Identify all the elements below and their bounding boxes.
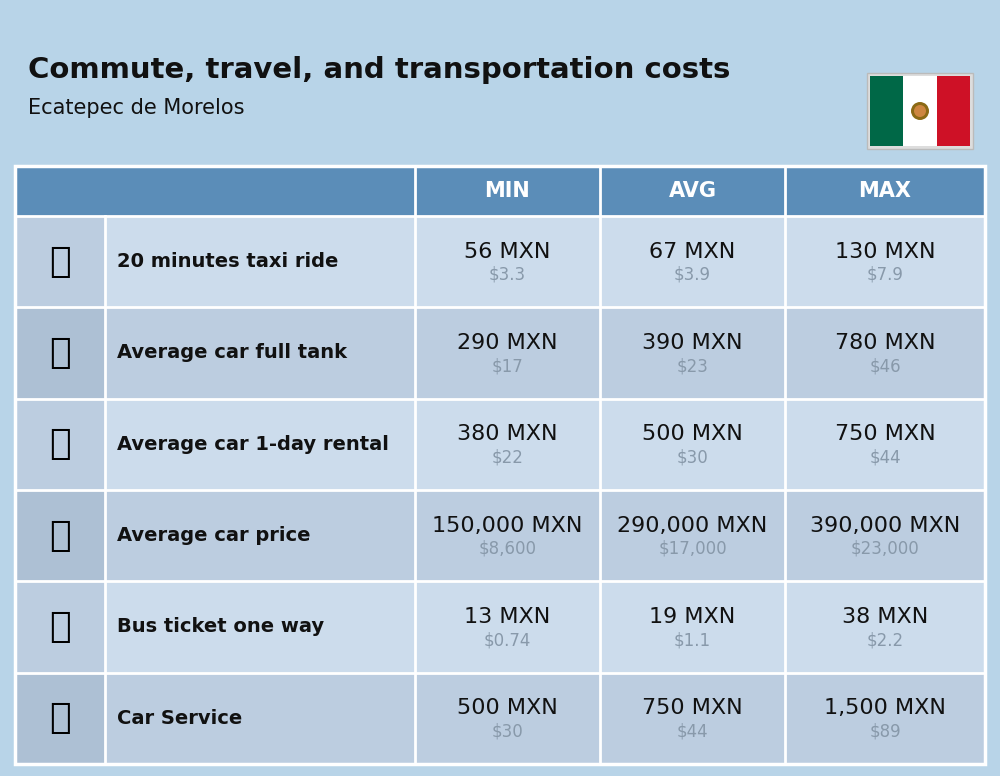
Circle shape bbox=[914, 105, 926, 117]
Text: 20 minutes taxi ride: 20 minutes taxi ride bbox=[117, 252, 338, 271]
Text: 500 MXN: 500 MXN bbox=[642, 424, 743, 445]
Text: 750 MXN: 750 MXN bbox=[835, 424, 935, 445]
Text: 390 MXN: 390 MXN bbox=[642, 333, 743, 353]
Text: 🚕: 🚕 bbox=[49, 244, 71, 279]
Bar bbox=[15, 307, 985, 399]
Text: 290,000 MXN: 290,000 MXN bbox=[617, 516, 768, 535]
Text: Average car price: Average car price bbox=[117, 526, 310, 546]
Text: $8,600: $8,600 bbox=[479, 539, 536, 558]
Bar bbox=[15, 673, 985, 764]
Text: $17: $17 bbox=[492, 357, 523, 375]
Text: $17,000: $17,000 bbox=[658, 539, 727, 558]
Bar bbox=[15, 166, 985, 216]
Bar bbox=[15, 166, 985, 764]
Text: 13 MXN: 13 MXN bbox=[464, 607, 551, 627]
Text: Commute, travel, and transportation costs: Commute, travel, and transportation cost… bbox=[28, 56, 730, 84]
Text: $1.1: $1.1 bbox=[674, 631, 711, 649]
Text: 56 MXN: 56 MXN bbox=[464, 241, 551, 262]
Text: 🚗: 🚗 bbox=[49, 518, 71, 553]
Bar bbox=[15, 490, 985, 581]
Text: 1,500 MXN: 1,500 MXN bbox=[824, 698, 946, 719]
Text: Car Service: Car Service bbox=[117, 708, 242, 728]
Text: Average car full tank: Average car full tank bbox=[117, 344, 347, 362]
Bar bbox=[15, 399, 985, 490]
Bar bbox=[15, 216, 985, 307]
Text: 🚙: 🚙 bbox=[49, 428, 71, 462]
Text: 67 MXN: 67 MXN bbox=[649, 241, 736, 262]
Text: $30: $30 bbox=[492, 722, 523, 740]
Text: $0.74: $0.74 bbox=[484, 631, 531, 649]
Bar bbox=[15, 399, 105, 490]
Text: $3.9: $3.9 bbox=[674, 265, 711, 284]
Text: 290 MXN: 290 MXN bbox=[457, 333, 558, 353]
Text: $46: $46 bbox=[869, 357, 901, 375]
Text: 🔧: 🔧 bbox=[49, 702, 71, 736]
Text: Bus ticket one way: Bus ticket one way bbox=[117, 618, 324, 636]
Text: 19 MXN: 19 MXN bbox=[649, 607, 736, 627]
Bar bbox=[15, 581, 105, 673]
Bar bbox=[15, 307, 105, 399]
Bar bbox=[15, 673, 105, 764]
Circle shape bbox=[911, 102, 929, 120]
Text: 500 MXN: 500 MXN bbox=[457, 698, 558, 719]
Text: ⛽: ⛽ bbox=[49, 336, 71, 370]
Text: $23,000: $23,000 bbox=[851, 539, 919, 558]
Bar bbox=[15, 166, 415, 216]
Text: $30: $30 bbox=[677, 449, 708, 466]
Text: $7.9: $7.9 bbox=[867, 265, 903, 284]
Text: $2.2: $2.2 bbox=[866, 631, 904, 649]
Text: $22: $22 bbox=[492, 449, 523, 466]
Bar bbox=[15, 490, 105, 581]
Text: $44: $44 bbox=[677, 722, 708, 740]
Bar bbox=[903, 76, 937, 146]
Text: AVG: AVG bbox=[668, 181, 716, 201]
Text: $23: $23 bbox=[677, 357, 708, 375]
Text: 🚌: 🚌 bbox=[49, 610, 71, 644]
Text: 38 MXN: 38 MXN bbox=[842, 607, 928, 627]
Text: Ecatepec de Morelos: Ecatepec de Morelos bbox=[28, 98, 244, 118]
Text: 750 MXN: 750 MXN bbox=[642, 698, 743, 719]
Bar bbox=[15, 581, 985, 673]
Text: 150,000 MXN: 150,000 MXN bbox=[432, 516, 583, 535]
Text: $44: $44 bbox=[869, 449, 901, 466]
Text: MAX: MAX bbox=[858, 181, 912, 201]
Text: $89: $89 bbox=[869, 722, 901, 740]
Bar bbox=[937, 76, 970, 146]
Text: 130 MXN: 130 MXN bbox=[835, 241, 935, 262]
Text: 380 MXN: 380 MXN bbox=[457, 424, 558, 445]
Bar bbox=[867, 73, 973, 149]
Text: 390,000 MXN: 390,000 MXN bbox=[810, 516, 960, 535]
Text: MIN: MIN bbox=[485, 181, 530, 201]
Bar bbox=[870, 76, 903, 146]
Text: 780 MXN: 780 MXN bbox=[835, 333, 935, 353]
Text: $3.3: $3.3 bbox=[489, 265, 526, 284]
Text: Average car 1-day rental: Average car 1-day rental bbox=[117, 435, 389, 454]
Bar bbox=[15, 216, 105, 307]
